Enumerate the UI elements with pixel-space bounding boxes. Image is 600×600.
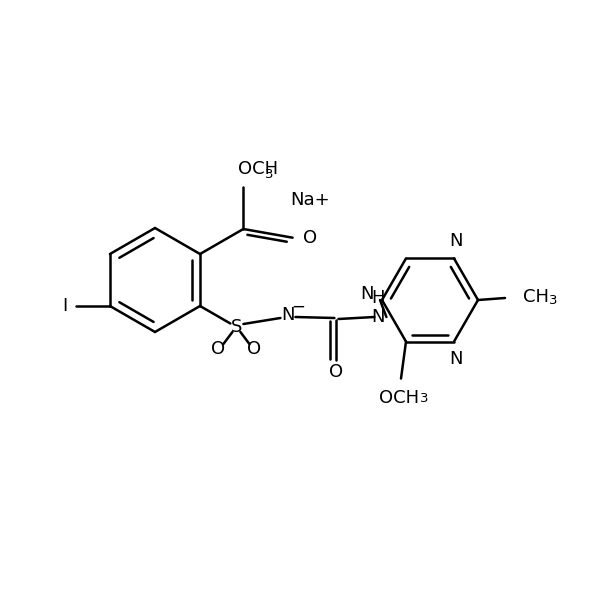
Text: N: N bbox=[449, 350, 463, 368]
Text: N: N bbox=[281, 306, 295, 324]
Text: 3: 3 bbox=[265, 169, 274, 181]
Text: Na+: Na+ bbox=[290, 191, 330, 209]
Text: 3: 3 bbox=[549, 295, 557, 307]
Text: N: N bbox=[361, 285, 374, 303]
Text: I: I bbox=[63, 297, 68, 315]
Text: O: O bbox=[329, 363, 343, 381]
Text: OCH: OCH bbox=[379, 389, 419, 407]
Text: O: O bbox=[247, 340, 262, 358]
Text: OCH: OCH bbox=[238, 160, 278, 179]
Text: −: − bbox=[292, 298, 305, 316]
Text: CH: CH bbox=[523, 288, 549, 306]
Text: S: S bbox=[231, 318, 242, 336]
Text: H: H bbox=[371, 289, 385, 307]
Text: N: N bbox=[449, 232, 463, 250]
Text: O: O bbox=[211, 340, 226, 358]
Text: O: O bbox=[302, 229, 317, 247]
Text: N: N bbox=[371, 308, 385, 326]
Text: 3: 3 bbox=[420, 392, 428, 404]
